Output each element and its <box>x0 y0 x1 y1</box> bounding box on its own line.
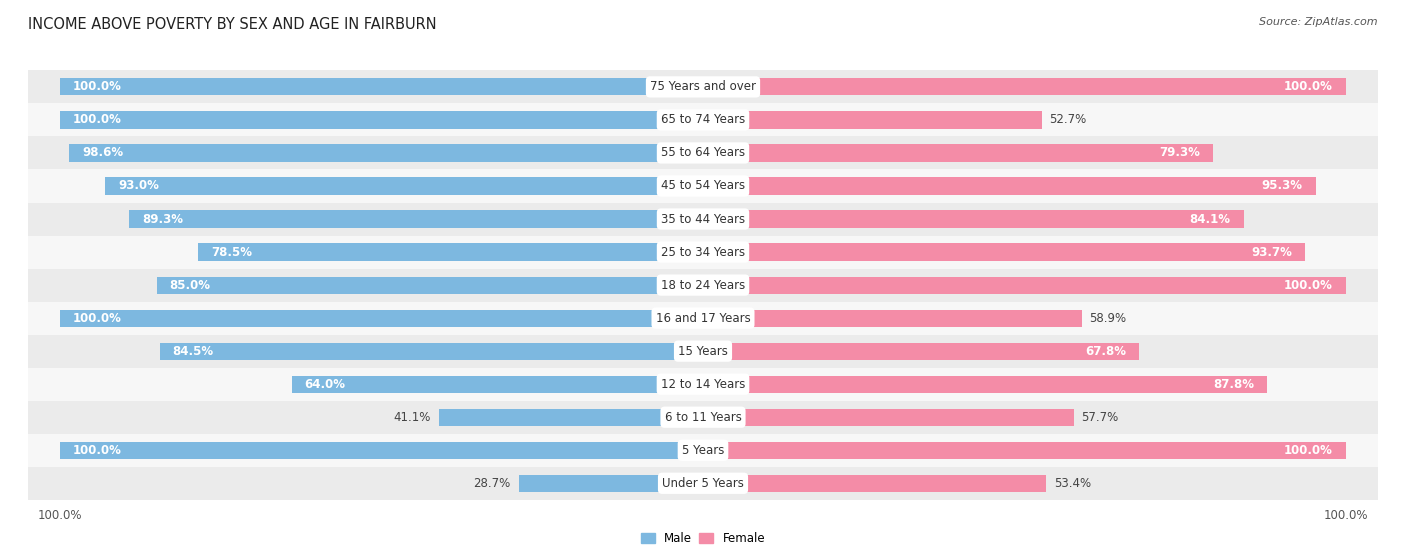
Text: 89.3%: 89.3% <box>142 212 183 225</box>
Bar <box>28 70 1378 103</box>
Bar <box>69 144 703 162</box>
Text: 100.0%: 100.0% <box>1284 444 1333 457</box>
Text: 84.5%: 84.5% <box>173 345 214 358</box>
Text: 93.0%: 93.0% <box>118 179 159 192</box>
Text: 84.1%: 84.1% <box>1189 212 1230 225</box>
Bar <box>60 442 703 459</box>
Bar <box>129 210 703 228</box>
Text: 100.0%: 100.0% <box>1284 278 1333 292</box>
Bar <box>160 343 703 360</box>
Bar <box>28 368 1378 401</box>
Text: Source: ZipAtlas.com: Source: ZipAtlas.com <box>1260 17 1378 27</box>
Bar <box>28 235 1378 268</box>
Bar <box>105 177 703 195</box>
Text: 93.7%: 93.7% <box>1251 245 1292 259</box>
Text: 65 to 74 Years: 65 to 74 Years <box>661 113 745 126</box>
Text: 75 Years and over: 75 Years and over <box>650 80 756 93</box>
Bar <box>519 475 703 492</box>
Bar <box>28 169 1378 202</box>
Text: 55 to 64 Years: 55 to 64 Years <box>661 146 745 159</box>
Text: 45 to 54 Years: 45 to 54 Years <box>661 179 745 192</box>
Bar <box>28 434 1378 467</box>
Bar <box>703 78 1346 96</box>
Bar <box>703 310 1081 326</box>
Bar <box>60 111 703 129</box>
Text: 16 and 17 Years: 16 and 17 Years <box>655 311 751 325</box>
Text: 67.8%: 67.8% <box>1085 345 1126 358</box>
Text: 35 to 44 Years: 35 to 44 Years <box>661 212 745 225</box>
Text: 98.6%: 98.6% <box>82 146 124 159</box>
Bar <box>28 467 1378 500</box>
Bar <box>156 277 703 293</box>
Bar <box>703 177 1316 195</box>
Text: 79.3%: 79.3% <box>1159 146 1199 159</box>
Text: 100.0%: 100.0% <box>1284 80 1333 93</box>
Text: 18 to 24 Years: 18 to 24 Years <box>661 278 745 292</box>
Bar <box>60 78 703 96</box>
Bar <box>703 343 1139 360</box>
Bar <box>703 277 1346 293</box>
Bar <box>703 376 1267 393</box>
Bar <box>28 136 1378 169</box>
Text: 100.0%: 100.0% <box>73 311 122 325</box>
Text: 28.7%: 28.7% <box>474 477 510 490</box>
Text: 25 to 34 Years: 25 to 34 Years <box>661 245 745 259</box>
Bar <box>291 376 703 393</box>
Text: 12 to 14 Years: 12 to 14 Years <box>661 378 745 391</box>
Text: 58.9%: 58.9% <box>1090 311 1126 325</box>
Bar <box>28 268 1378 302</box>
Bar <box>703 244 1305 260</box>
Text: 41.1%: 41.1% <box>394 411 432 424</box>
Text: 15 Years: 15 Years <box>678 345 728 358</box>
Text: 53.4%: 53.4% <box>1054 477 1091 490</box>
Bar <box>28 302 1378 335</box>
Text: 78.5%: 78.5% <box>211 245 252 259</box>
Bar <box>28 335 1378 368</box>
Text: 87.8%: 87.8% <box>1213 378 1254 391</box>
Bar <box>703 144 1213 162</box>
Bar <box>703 210 1243 228</box>
Text: 100.0%: 100.0% <box>73 444 122 457</box>
Text: 5 Years: 5 Years <box>682 444 724 457</box>
Bar <box>28 202 1378 235</box>
Bar <box>439 409 703 426</box>
Text: 85.0%: 85.0% <box>170 278 211 292</box>
Bar <box>28 103 1378 136</box>
Text: Under 5 Years: Under 5 Years <box>662 477 744 490</box>
Text: 100.0%: 100.0% <box>73 80 122 93</box>
Bar <box>198 244 703 260</box>
Text: 52.7%: 52.7% <box>1049 113 1087 126</box>
Bar <box>60 310 703 326</box>
Text: 95.3%: 95.3% <box>1261 179 1303 192</box>
Bar <box>703 475 1046 492</box>
Text: 64.0%: 64.0% <box>305 378 346 391</box>
Text: 57.7%: 57.7% <box>1081 411 1119 424</box>
Text: INCOME ABOVE POVERTY BY SEX AND AGE IN FAIRBURN: INCOME ABOVE POVERTY BY SEX AND AGE IN F… <box>28 17 437 32</box>
Bar <box>703 111 1042 129</box>
Bar <box>703 442 1346 459</box>
Bar <box>28 401 1378 434</box>
Legend: Male, Female: Male, Female <box>636 527 770 549</box>
Bar <box>703 409 1074 426</box>
Text: 100.0%: 100.0% <box>73 113 122 126</box>
Text: 6 to 11 Years: 6 to 11 Years <box>665 411 741 424</box>
